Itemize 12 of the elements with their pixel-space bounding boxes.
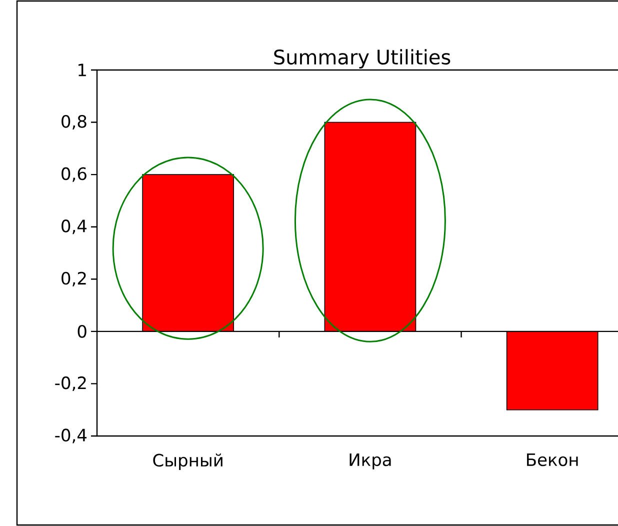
- y-tick-label: -0,2: [55, 376, 86, 391]
- x-tick-label: Икра: [350, 454, 391, 470]
- chart-title: Summary Utilities: [274, 49, 450, 68]
- x-tick-label: Бекон: [527, 454, 578, 466]
- y-tick-label: -0,4: [55, 428, 87, 444]
- x-tick-label: Сырный: [153, 454, 222, 470]
- y-tick-label: 0,4: [62, 220, 87, 234]
- y-tick-label: 0,6: [62, 167, 86, 182]
- y-tick-label: 0,2: [62, 272, 86, 286]
- y-tick-label: 0: [78, 324, 86, 338]
- y-tick-label: 1: [78, 64, 86, 76]
- y-tick-label: 0,8: [62, 114, 86, 130]
